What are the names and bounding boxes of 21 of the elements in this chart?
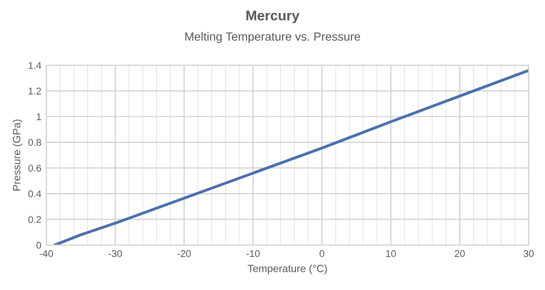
y-tick-label: 0	[36, 242, 42, 249]
y-axis-title: Pressure (GPa)	[12, 120, 22, 190]
x-tick-label: 30	[524, 250, 534, 258]
x-axis-title: Temperature (°C)	[248, 264, 327, 274]
y-tick-label: 0.6	[28, 164, 42, 172]
x-tick-label: 20	[454, 250, 465, 258]
x-tick-label: 0	[320, 250, 324, 258]
y-tick-label: 1.2	[28, 88, 41, 94]
y-tick-label: 0.4	[28, 190, 42, 198]
y-tick-label: 1	[36, 113, 41, 120]
x-tick-label: -10	[246, 250, 260, 258]
chart-title: Mercury	[246, 10, 300, 24]
y-tick-label: 0.8	[28, 139, 42, 146]
line-series	[53, 68, 529, 246]
x-tick-label: 10	[386, 250, 396, 258]
y-tick-label: 1.4	[28, 62, 42, 69]
x-tick-label: -30	[108, 250, 122, 258]
y-tick-label: 0.2	[28, 216, 41, 223]
x-tick-label: -40	[40, 250, 53, 258]
x-tick-label: -20	[178, 250, 191, 258]
chart-subtitle: Melting Temperature vs. Pressure	[185, 32, 360, 44]
